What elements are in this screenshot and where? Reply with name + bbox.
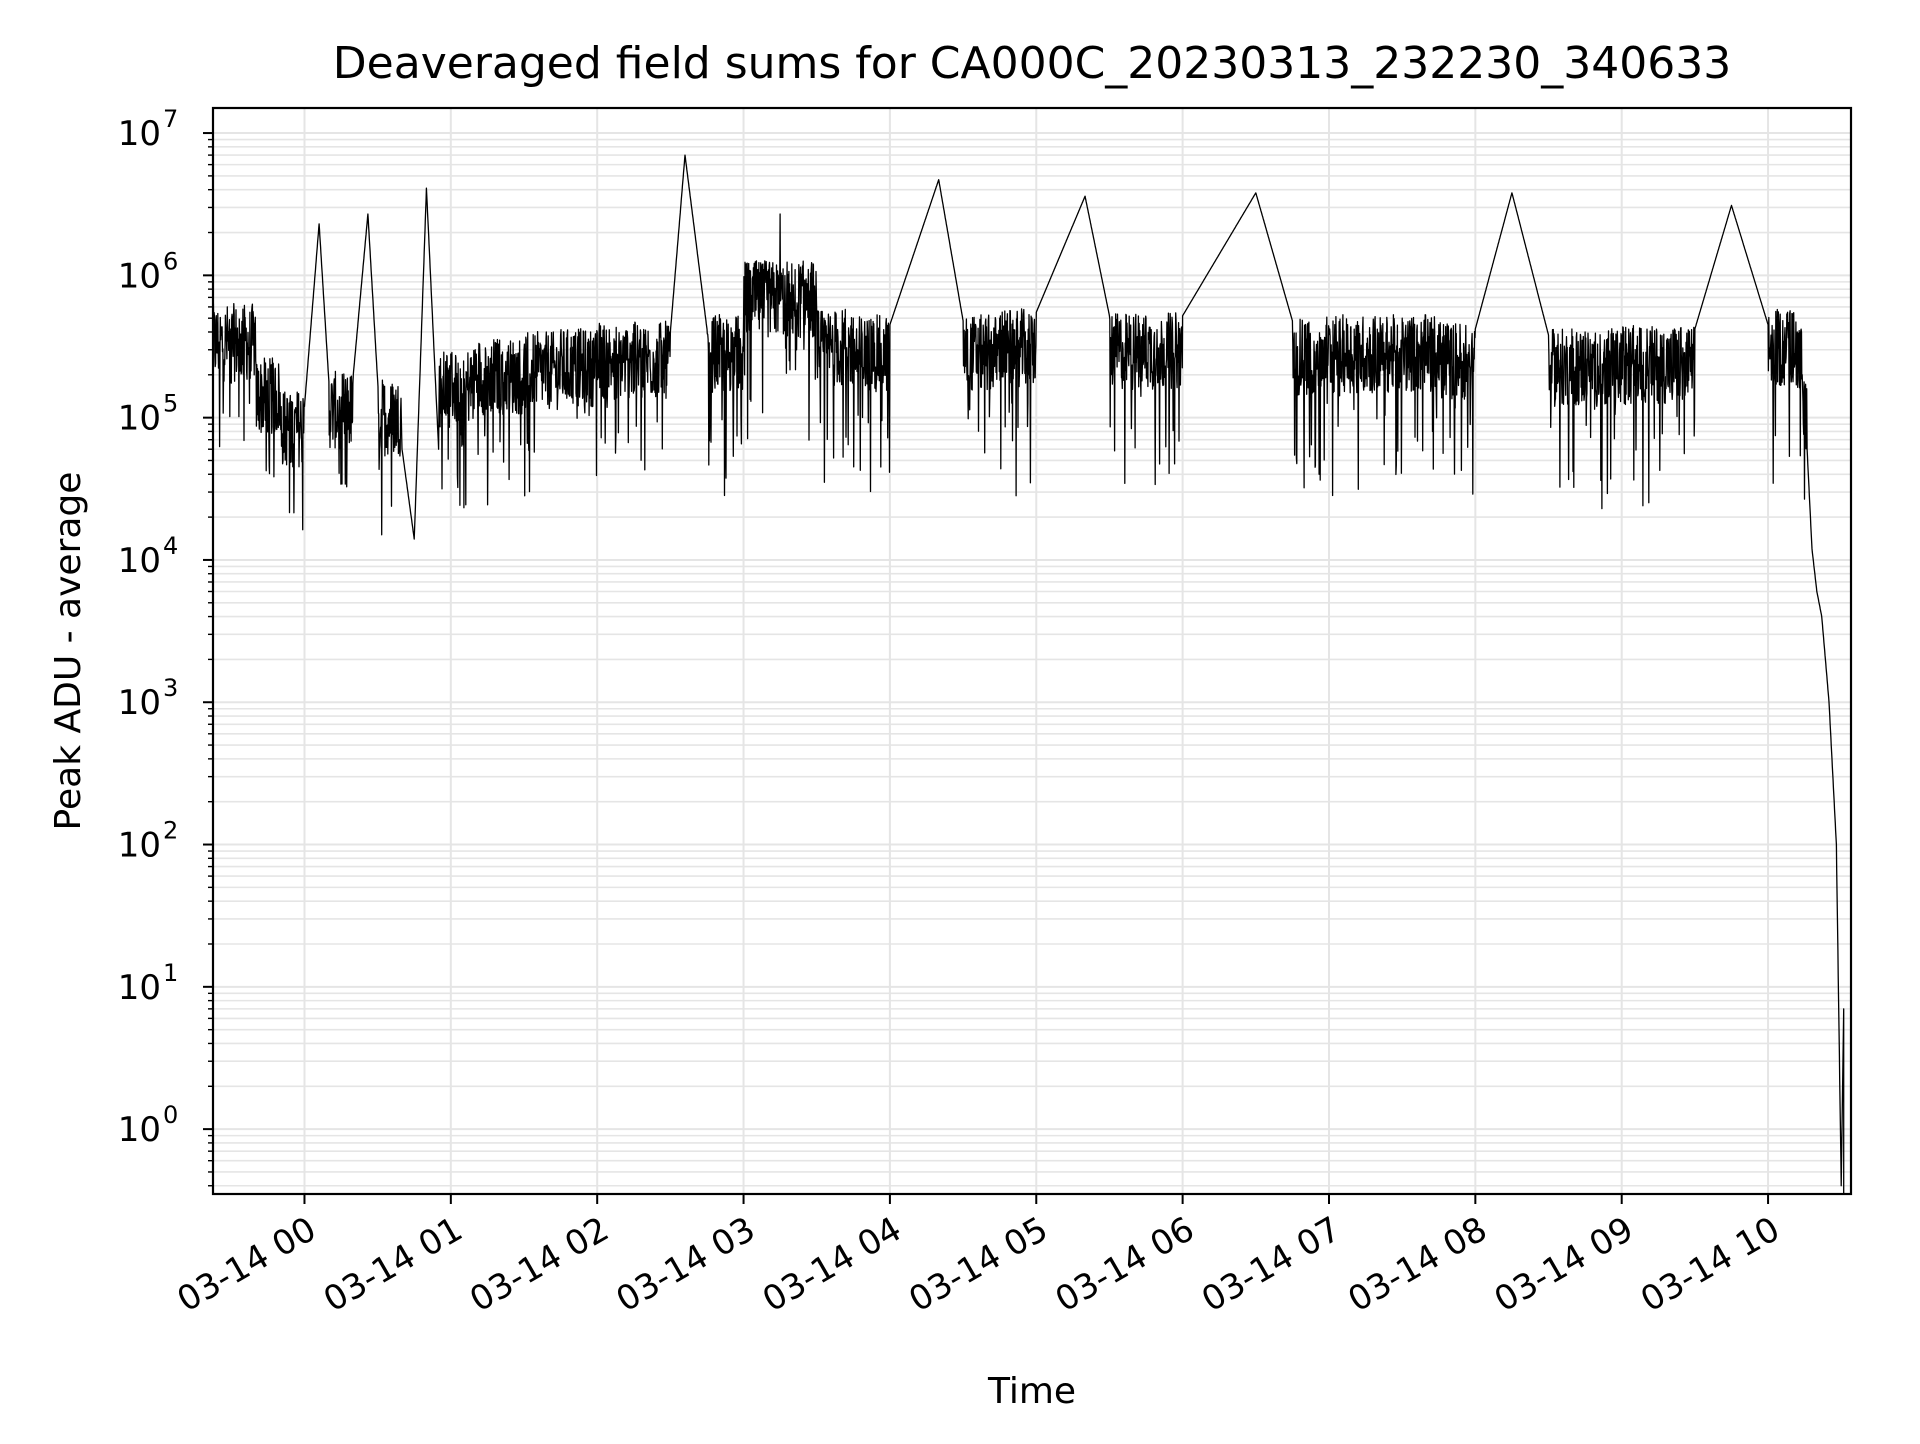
grid-layer	[213, 108, 1851, 1194]
y-tick-exponent: 0	[163, 1101, 178, 1129]
y-tick-label: 10	[118, 256, 161, 296]
y-tick-exponent: 1	[163, 959, 178, 987]
y-tick-exponent: 4	[163, 532, 178, 560]
y-tick-label: 10	[118, 683, 161, 723]
y-axis-label: Peak ADU - average	[48, 472, 89, 831]
chart-title: Deaveraged field sums for CA000C_2023031…	[333, 38, 1731, 89]
y-tick-label: 10	[118, 114, 161, 154]
y-tick-label: 10	[118, 399, 161, 439]
y-tick-label: 10	[118, 826, 161, 866]
series-layer	[213, 154, 1845, 1194]
y-tick-label: 10	[118, 968, 161, 1008]
y-tick-label: 10	[118, 541, 161, 581]
plot-frame	[211, 106, 1853, 1196]
y-tick-exponent: 6	[163, 247, 178, 275]
plot-area	[213, 154, 1845, 1194]
y-tick-label: 10	[118, 1110, 161, 1150]
y-tick-exponent: 2	[163, 817, 178, 845]
x-axis-label: Time	[987, 1371, 1076, 1412]
y-tick-exponent: 3	[163, 674, 178, 702]
data-series-line	[213, 154, 1845, 1194]
y-tick-exponent: 5	[163, 390, 178, 418]
y-tick-exponent: 7	[163, 105, 178, 133]
